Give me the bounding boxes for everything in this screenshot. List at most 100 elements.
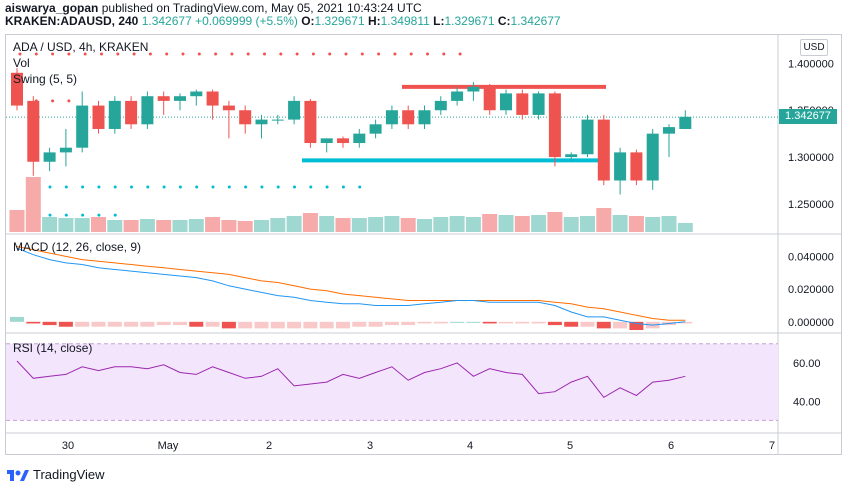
candle-body xyxy=(337,138,349,144)
candle-body xyxy=(418,110,431,125)
macd-histogram-bar xyxy=(75,321,90,327)
macd-histogram-bar xyxy=(221,321,236,329)
swing-high-dot xyxy=(263,52,266,56)
volume-bar xyxy=(612,215,628,232)
candle-body xyxy=(125,100,138,125)
volume-bar xyxy=(237,221,253,232)
rsi-line xyxy=(16,360,686,399)
swing-low-dot xyxy=(97,185,101,189)
currency-button[interactable]: USD xyxy=(800,39,828,56)
macd-histogram-bar xyxy=(254,321,269,329)
volume-bar xyxy=(596,208,612,232)
swing-low-dot xyxy=(309,185,313,189)
close-value: 1.342677 xyxy=(510,14,561,28)
volume-bar xyxy=(221,220,237,232)
volume-bar xyxy=(368,217,384,232)
candle xyxy=(271,114,284,125)
candle-body xyxy=(500,93,512,111)
swing-high-dot xyxy=(328,52,332,56)
candle-body xyxy=(483,86,496,111)
candle xyxy=(385,105,398,129)
volume-bar xyxy=(91,217,106,232)
time-axis-label: 5 xyxy=(567,440,573,452)
candle-body xyxy=(565,154,578,158)
candle xyxy=(288,96,301,125)
swing-high-dot xyxy=(116,52,120,56)
swing-high-dot xyxy=(442,52,446,56)
macd-legend: MACD (12, 26, close, 9) xyxy=(13,240,141,254)
swing-low-dot xyxy=(211,185,215,189)
macd-histogram-bar xyxy=(303,321,318,329)
volume-bar xyxy=(254,220,269,232)
volume-bar xyxy=(172,220,188,232)
tradingview-logo-icon xyxy=(7,469,29,481)
footer-brand[interactable]: TradingView xyxy=(7,467,105,482)
volume-bar xyxy=(319,216,335,232)
macd-histogram-bar xyxy=(173,321,187,326)
swing-low-dot xyxy=(64,213,68,217)
candle-body xyxy=(222,105,235,111)
price-change: +0.069999 (+5.5%) xyxy=(195,14,298,28)
close-label: C: xyxy=(497,14,511,28)
macd-histogram-bar xyxy=(352,321,367,327)
swing-high-dot xyxy=(197,52,201,56)
volume-bar xyxy=(465,217,481,232)
candle xyxy=(434,96,447,115)
swing-high-dot xyxy=(360,52,364,56)
candle xyxy=(157,91,170,115)
candle xyxy=(337,136,349,148)
macd-histogram-bar xyxy=(384,321,399,326)
candle-body xyxy=(288,100,301,120)
swing-high-dot xyxy=(214,52,218,56)
swing-low-dot xyxy=(97,213,101,217)
volume-bar xyxy=(384,216,400,232)
macd-histogram-bar xyxy=(189,321,204,327)
swing-low-dot xyxy=(81,185,85,189)
price-axis-label: 1.250000 xyxy=(788,199,834,211)
candle-body xyxy=(597,119,610,181)
price-axis-label: 1.300000 xyxy=(788,152,834,164)
candle xyxy=(222,100,235,139)
macd-histogram-bar xyxy=(42,321,57,326)
candle xyxy=(614,147,627,195)
macd-axis-label: 0.040000 xyxy=(788,251,834,263)
macd-histogram-bar xyxy=(629,321,644,330)
swing-legend: Swing (5, 5) xyxy=(13,72,77,86)
candle-body xyxy=(92,105,105,129)
volume-bar xyxy=(156,220,172,232)
volume-bar xyxy=(302,213,318,232)
last-price: 1.342677 xyxy=(141,14,192,28)
swing-low-dot xyxy=(260,185,264,189)
swing-low-dot xyxy=(81,213,85,217)
volume-bar xyxy=(661,216,677,232)
macd-histogram-bar xyxy=(368,321,383,327)
candle-body xyxy=(157,96,170,101)
swing-low-dot xyxy=(195,185,199,189)
candle-body xyxy=(59,147,72,153)
candle xyxy=(679,110,692,129)
volume-bar xyxy=(123,220,139,232)
macd-histogram-bar xyxy=(417,321,432,324)
candle xyxy=(141,91,154,129)
swing-high-dot xyxy=(34,52,38,56)
time-axis-label: 30 xyxy=(62,440,74,452)
publish-info: aiswarya_gopan published on TradingView.… xyxy=(5,1,422,15)
macd-histogram-bar xyxy=(499,321,513,324)
candle-body xyxy=(43,152,56,162)
macd-histogram-bar xyxy=(433,321,448,324)
current-price-tag: 1.342677 xyxy=(779,109,837,124)
candle xyxy=(548,91,561,167)
swing-high-dot xyxy=(426,52,429,56)
macd-histogram-bar xyxy=(26,321,41,324)
low-label: L: xyxy=(433,14,445,28)
macd-histogram-bar xyxy=(124,321,139,327)
candle xyxy=(27,96,40,176)
volume-bar xyxy=(449,216,465,232)
macd-histogram-bar xyxy=(482,321,497,324)
swing-high-dot xyxy=(148,52,152,56)
swing-low-dot xyxy=(146,185,150,189)
candle xyxy=(516,89,529,120)
candle xyxy=(418,105,431,129)
candle-body xyxy=(646,133,659,181)
